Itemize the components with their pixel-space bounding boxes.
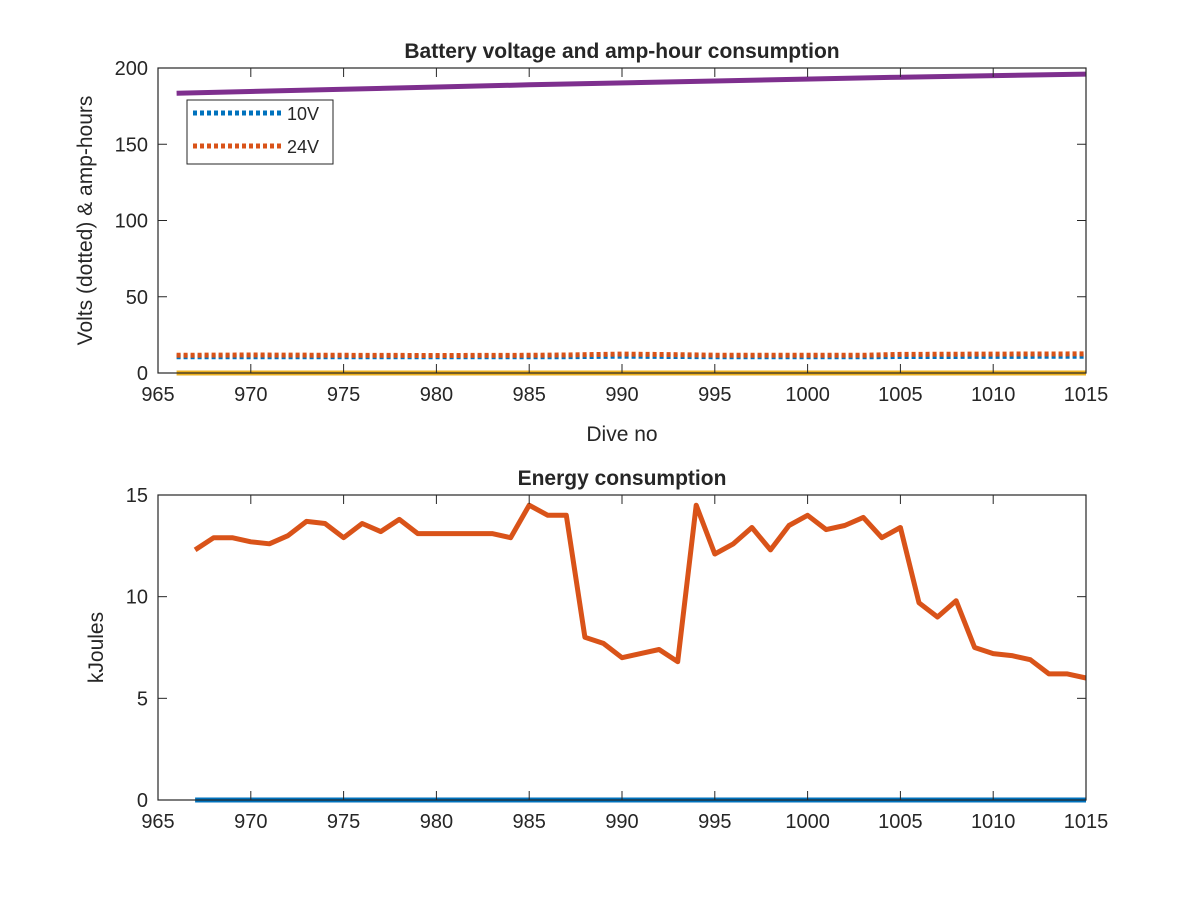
x-axis-label: Dive no xyxy=(586,423,657,446)
x-tick-label: 980 xyxy=(420,811,453,833)
y-ticks: 0 50 100 150 200 xyxy=(115,58,1086,385)
x-tick-label: 1000 xyxy=(785,384,830,406)
x-tick-label: 980 xyxy=(420,384,453,406)
x-ticks: 965 970 975 980 985 990 995 1000 1005 1010 1015 xyxy=(141,68,1108,406)
y-axis-label: kJoules xyxy=(85,612,108,683)
y-tick-label: 50 xyxy=(126,287,148,309)
plot-area xyxy=(158,495,1086,800)
top-subplot: 965 970 975 980 985 990 995 1000 1005 1010 1015 0 5… xyxy=(74,40,1108,446)
x-tick-label: 985 xyxy=(513,811,546,833)
x-tick-label: 1015 xyxy=(1064,811,1109,833)
x-tick-label: 965 xyxy=(141,384,174,406)
x-tick-label: 970 xyxy=(234,384,267,406)
y-tick-label: 0 xyxy=(137,363,148,385)
series-line-24v xyxy=(176,351,1087,358)
legend-label-24v: 24V xyxy=(287,137,319,157)
x-tick-label: 1000 xyxy=(785,811,830,833)
x-tick-label: 965 xyxy=(141,811,174,833)
legend-label-10v: 10V xyxy=(287,104,319,124)
x-tick-label: 995 xyxy=(698,384,731,406)
y-tick-label: 0 xyxy=(137,790,148,812)
series-line-s1 xyxy=(193,502,1087,681)
x-tick-label: 985 xyxy=(513,384,546,406)
chart-title: Energy consumption xyxy=(518,467,727,490)
x-tick-label: 1010 xyxy=(971,811,1016,833)
x-tick-label: 975 xyxy=(327,384,360,406)
x-tick-label: 990 xyxy=(605,384,638,406)
y-tick-label: 15 xyxy=(126,485,148,507)
x-tick-label: 970 xyxy=(234,811,267,833)
series-line-s3 xyxy=(176,71,1087,96)
x-tick-label: 990 xyxy=(605,811,638,833)
bottom-subplot: 965 970 975 980 985 990 995 1000 1005 1010 1015 05… xyxy=(85,467,1108,833)
x-tick-label: 1010 xyxy=(971,384,1016,406)
x-tick-label: 1005 xyxy=(878,384,923,406)
y-tick-label: 10 xyxy=(126,587,148,609)
y-tick-label: 5 xyxy=(137,688,148,710)
chart-title: Battery voltage and amp-hour consumption xyxy=(404,40,839,63)
x-tick-label: 1015 xyxy=(1064,384,1109,406)
x-tick-label: 1005 xyxy=(878,811,923,833)
x-tick-label: 975 xyxy=(327,811,360,833)
y-tick-label: 150 xyxy=(115,134,148,156)
y-tick-label: 200 xyxy=(115,58,148,80)
y-axis-label: Volts (dotted) & amp-hours xyxy=(74,96,97,346)
x-ticks: 965 970 975 980 985 990 995 1000 1005 1010 1015 xyxy=(141,495,1108,833)
y-ticks: 0 5 10 15 xyxy=(126,485,1086,812)
x-tick-label: 995 xyxy=(698,811,731,833)
legend: 10V 24V xyxy=(186,99,334,165)
y-tick-label: 100 xyxy=(115,211,148,233)
